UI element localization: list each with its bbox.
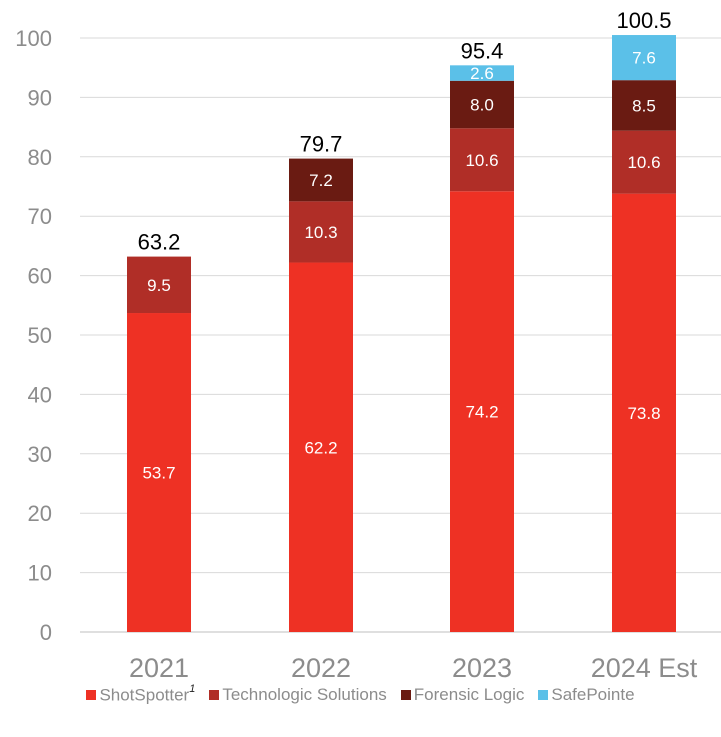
data-label: 10.6 bbox=[627, 153, 660, 172]
y-tick-label: 100 bbox=[15, 26, 52, 51]
bar-segment bbox=[127, 313, 191, 632]
data-label: 7.2 bbox=[309, 171, 333, 190]
y-tick-label: 0 bbox=[40, 620, 52, 645]
data-label: 73.8 bbox=[627, 404, 660, 423]
legend-swatch bbox=[209, 690, 220, 700]
total-label: 63.2 bbox=[138, 230, 181, 255]
x-tick-label: 2022 bbox=[291, 653, 351, 680]
y-tick-label: 70 bbox=[28, 204, 52, 229]
x-tick-label: 2023 bbox=[452, 653, 512, 680]
bar-segment bbox=[127, 256, 191, 314]
y-tick-label: 10 bbox=[28, 561, 52, 586]
total-label: 79.7 bbox=[300, 132, 343, 157]
total-label: 100.5 bbox=[616, 8, 671, 33]
bar-segment bbox=[612, 130, 676, 194]
data-label: 8.5 bbox=[632, 96, 656, 115]
y-tick-label: 60 bbox=[28, 264, 52, 289]
data-label: 2.6 bbox=[470, 64, 494, 83]
bar-segment bbox=[289, 262, 353, 632]
legend-label: ShotSpotter1 bbox=[99, 682, 196, 705]
stacked-bar-chart: 0 10 20 30 40 50 60 70 80 90 100 53.7 9.5 63.2 2021 62.… bbox=[15, 8, 721, 680]
data-label: 62.2 bbox=[304, 438, 337, 457]
bar-segment bbox=[450, 80, 514, 129]
legend-item: ShotSpotter1 bbox=[86, 682, 196, 706]
legend-item: SafePointe bbox=[538, 685, 635, 705]
legend-footnote: 1 bbox=[189, 682, 196, 695]
legend-label: Technologic Solutions bbox=[222, 685, 387, 704]
bar-segment bbox=[450, 65, 514, 81]
bar-segment bbox=[612, 193, 676, 633]
legend-label: SafePointe bbox=[551, 685, 635, 704]
y-tick-label: 50 bbox=[28, 323, 52, 348]
bar-segment bbox=[612, 35, 676, 81]
data-label: 7.6 bbox=[632, 49, 656, 68]
data-label: 8.0 bbox=[470, 96, 494, 115]
bar-segment bbox=[289, 201, 353, 263]
bar-segment bbox=[612, 80, 676, 131]
legend-swatch bbox=[538, 690, 549, 700]
x-tick-label: 2024 Est bbox=[591, 653, 698, 680]
y-tick-label: 40 bbox=[28, 382, 52, 407]
x-tick-label: 2021 bbox=[129, 653, 189, 680]
y-tick-label: 20 bbox=[28, 501, 52, 526]
legend-item: Technologic Solutions bbox=[209, 685, 387, 705]
legend-label: Forensic Logic bbox=[413, 685, 525, 704]
legend-swatch bbox=[400, 690, 411, 700]
legend-item: Forensic Logic bbox=[400, 685, 525, 705]
y-tick-label: 90 bbox=[28, 85, 52, 110]
total-label: 95.4 bbox=[461, 38, 504, 63]
y-tick-label: 30 bbox=[28, 442, 52, 467]
data-label: 10.6 bbox=[465, 151, 498, 170]
bar-segment bbox=[289, 158, 353, 202]
data-label: 10.3 bbox=[304, 223, 337, 242]
data-label: 9.5 bbox=[147, 276, 171, 295]
bar-segment bbox=[450, 128, 514, 192]
data-label: 53.7 bbox=[142, 464, 175, 483]
bar-segment bbox=[450, 191, 514, 632]
data-label: 74.2 bbox=[465, 403, 498, 422]
legend-swatch bbox=[86, 690, 97, 700]
y-tick-label: 80 bbox=[28, 145, 52, 170]
chart-legend: ShotSpotter1 Technologic Solutions Forensi… bbox=[0, 680, 721, 710]
